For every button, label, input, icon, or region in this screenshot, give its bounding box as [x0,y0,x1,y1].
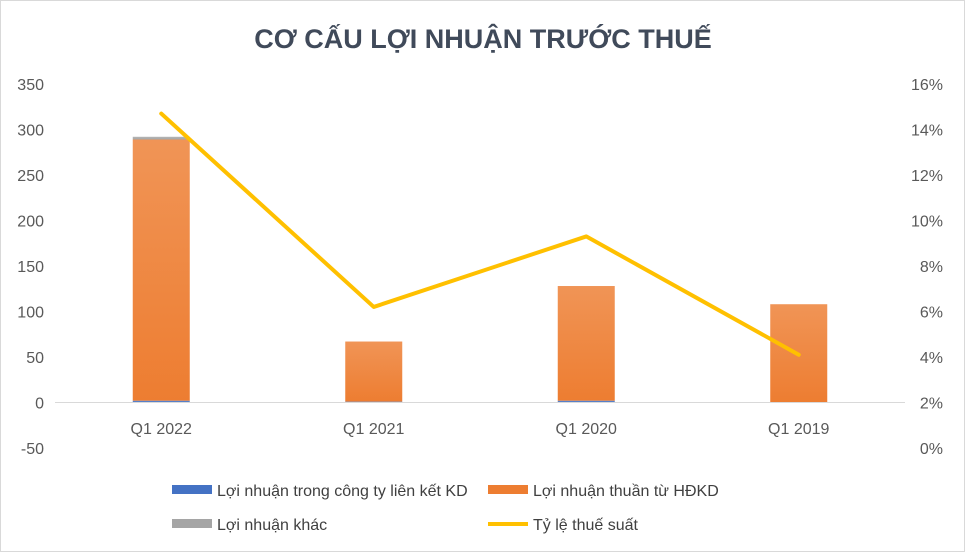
y-right-tick-label: 12% [911,168,943,185]
y-right-tick-label: 10% [911,214,943,231]
y-right-tick-label: 8% [920,259,943,276]
legend-swatch [488,485,528,494]
x-tick-label: Q1 2022 [131,421,192,438]
y-left-tick-label: 350 [17,77,44,94]
y-right-tick-label: 16% [911,77,943,94]
y-right-tick-label: 2% [920,396,943,413]
y-right-tick-label: 0% [920,441,943,458]
y-left-tick-label: 0 [35,396,44,413]
bar-segment [132,136,190,140]
legend-label: Tỷ lệ thuế suất [533,517,639,534]
legend-swatch [172,519,212,528]
bar-segment [345,341,403,402]
bar-segment [132,400,190,403]
bars-layer [132,136,828,403]
legend-swatch [172,485,212,494]
y-right-tick-label: 14% [911,123,943,140]
y-left-tick-label: 200 [17,214,44,231]
legend-label: Lợi nhuận trong công ty liên kết KD [217,483,468,500]
y-left-tick-label: 100 [17,305,44,322]
x-tick-label: Q1 2021 [343,421,404,438]
legend: Lợi nhuận trong công ty liên kết KD Lợi n… [172,483,719,534]
y-left-tick-label: 150 [17,259,44,276]
line-layer [159,111,801,357]
bar-segment [557,400,615,403]
series-line-tax-rate [159,111,801,357]
legend-label: Lợi nhuận thuần từ HĐKD [533,483,719,500]
y-left-tick-label: 250 [17,168,44,185]
bar-segment [557,286,615,401]
y-right-tick-label: 6% [920,305,943,322]
y-left-tick-label: 50 [26,350,44,367]
y-left-tick-label: 300 [17,123,44,140]
x-tick-label: Q1 2020 [556,421,617,438]
x-tick-label: Q1 2019 [768,421,829,438]
bar-segment [132,139,190,401]
legend-label: Lợi nhuận khác [217,517,327,534]
y-right-tick-label: 4% [920,350,943,367]
tick-labels: 350 300 250 200 150 100 50 0 -50 16% 14% 12% 10% 8% 6%… [17,77,943,458]
y-left-tick-label: -50 [21,441,44,458]
chart-title: CƠ CẤU LỢI NHUẬN TRƯỚC THUẾ [254,23,711,54]
